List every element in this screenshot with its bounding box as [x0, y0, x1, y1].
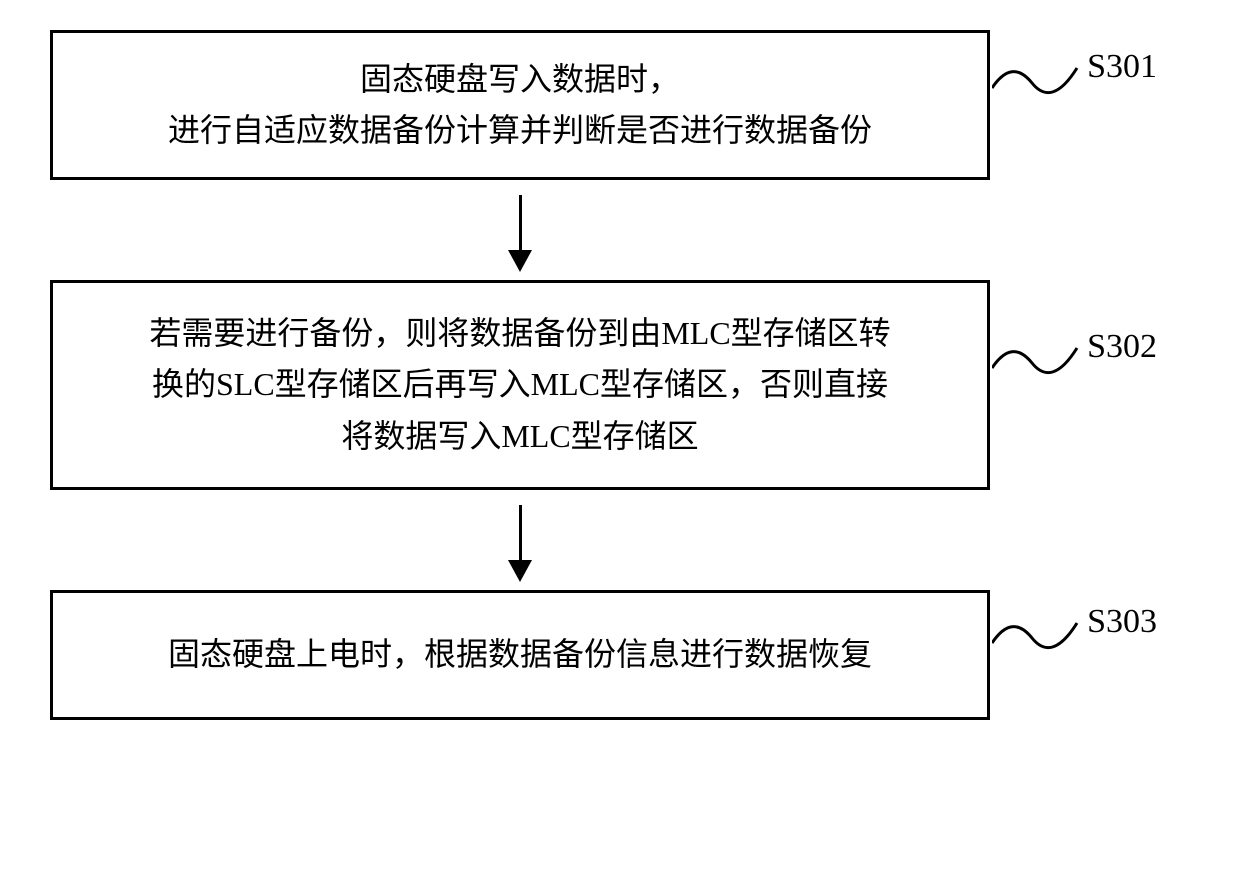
step-text-3: 固态硬盘上电时，根据数据备份信息进行数据恢复	[168, 629, 872, 680]
step-1-line-1: 固态硬盘写入数据时，	[360, 61, 680, 97]
step-2-line-2: 换的SLC型存储区后再写入MLC型存储区，否则直接	[152, 366, 888, 402]
step-3-line-1: 固态硬盘上电时，根据数据备份信息进行数据恢复	[168, 636, 872, 672]
flowchart-container: 固态硬盘写入数据时， 进行自适应数据备份计算并判断是否进行数据备份 S301 若…	[50, 30, 1190, 720]
wavy-connector-3	[992, 608, 1082, 658]
step-2-line-1: 若需要进行备份，则将数据备份到由MLC型存储区转	[149, 315, 890, 351]
step-box-1: 固态硬盘写入数据时， 进行自适应数据备份计算并判断是否进行数据备份 S301	[50, 30, 990, 180]
wavy-connector-2	[992, 333, 1082, 383]
arrow-1	[50, 180, 990, 280]
step-text-1: 固态硬盘写入数据时， 进行自适应数据备份计算并判断是否进行数据备份	[168, 54, 872, 156]
arrow-2	[50, 490, 990, 590]
step-1-line-2: 进行自适应数据备份计算并判断是否进行数据备份	[168, 112, 872, 148]
step-2-line-3: 将数据写入MLC型存储区	[341, 418, 698, 454]
step-label-3: S303	[1087, 603, 1157, 641]
step-text-2: 若需要进行备份，则将数据备份到由MLC型存储区转 换的SLC型存储区后再写入ML…	[149, 308, 890, 462]
step-label-2: S302	[1087, 328, 1157, 366]
step-box-3: 固态硬盘上电时，根据数据备份信息进行数据恢复 S303	[50, 590, 990, 720]
arrow-head-2	[508, 560, 532, 582]
arrow-head-1	[508, 250, 532, 272]
step-box-2: 若需要进行备份，则将数据备份到由MLC型存储区转 换的SLC型存储区后再写入ML…	[50, 280, 990, 490]
step-label-1: S301	[1087, 48, 1157, 86]
wavy-connector-1	[992, 53, 1082, 103]
